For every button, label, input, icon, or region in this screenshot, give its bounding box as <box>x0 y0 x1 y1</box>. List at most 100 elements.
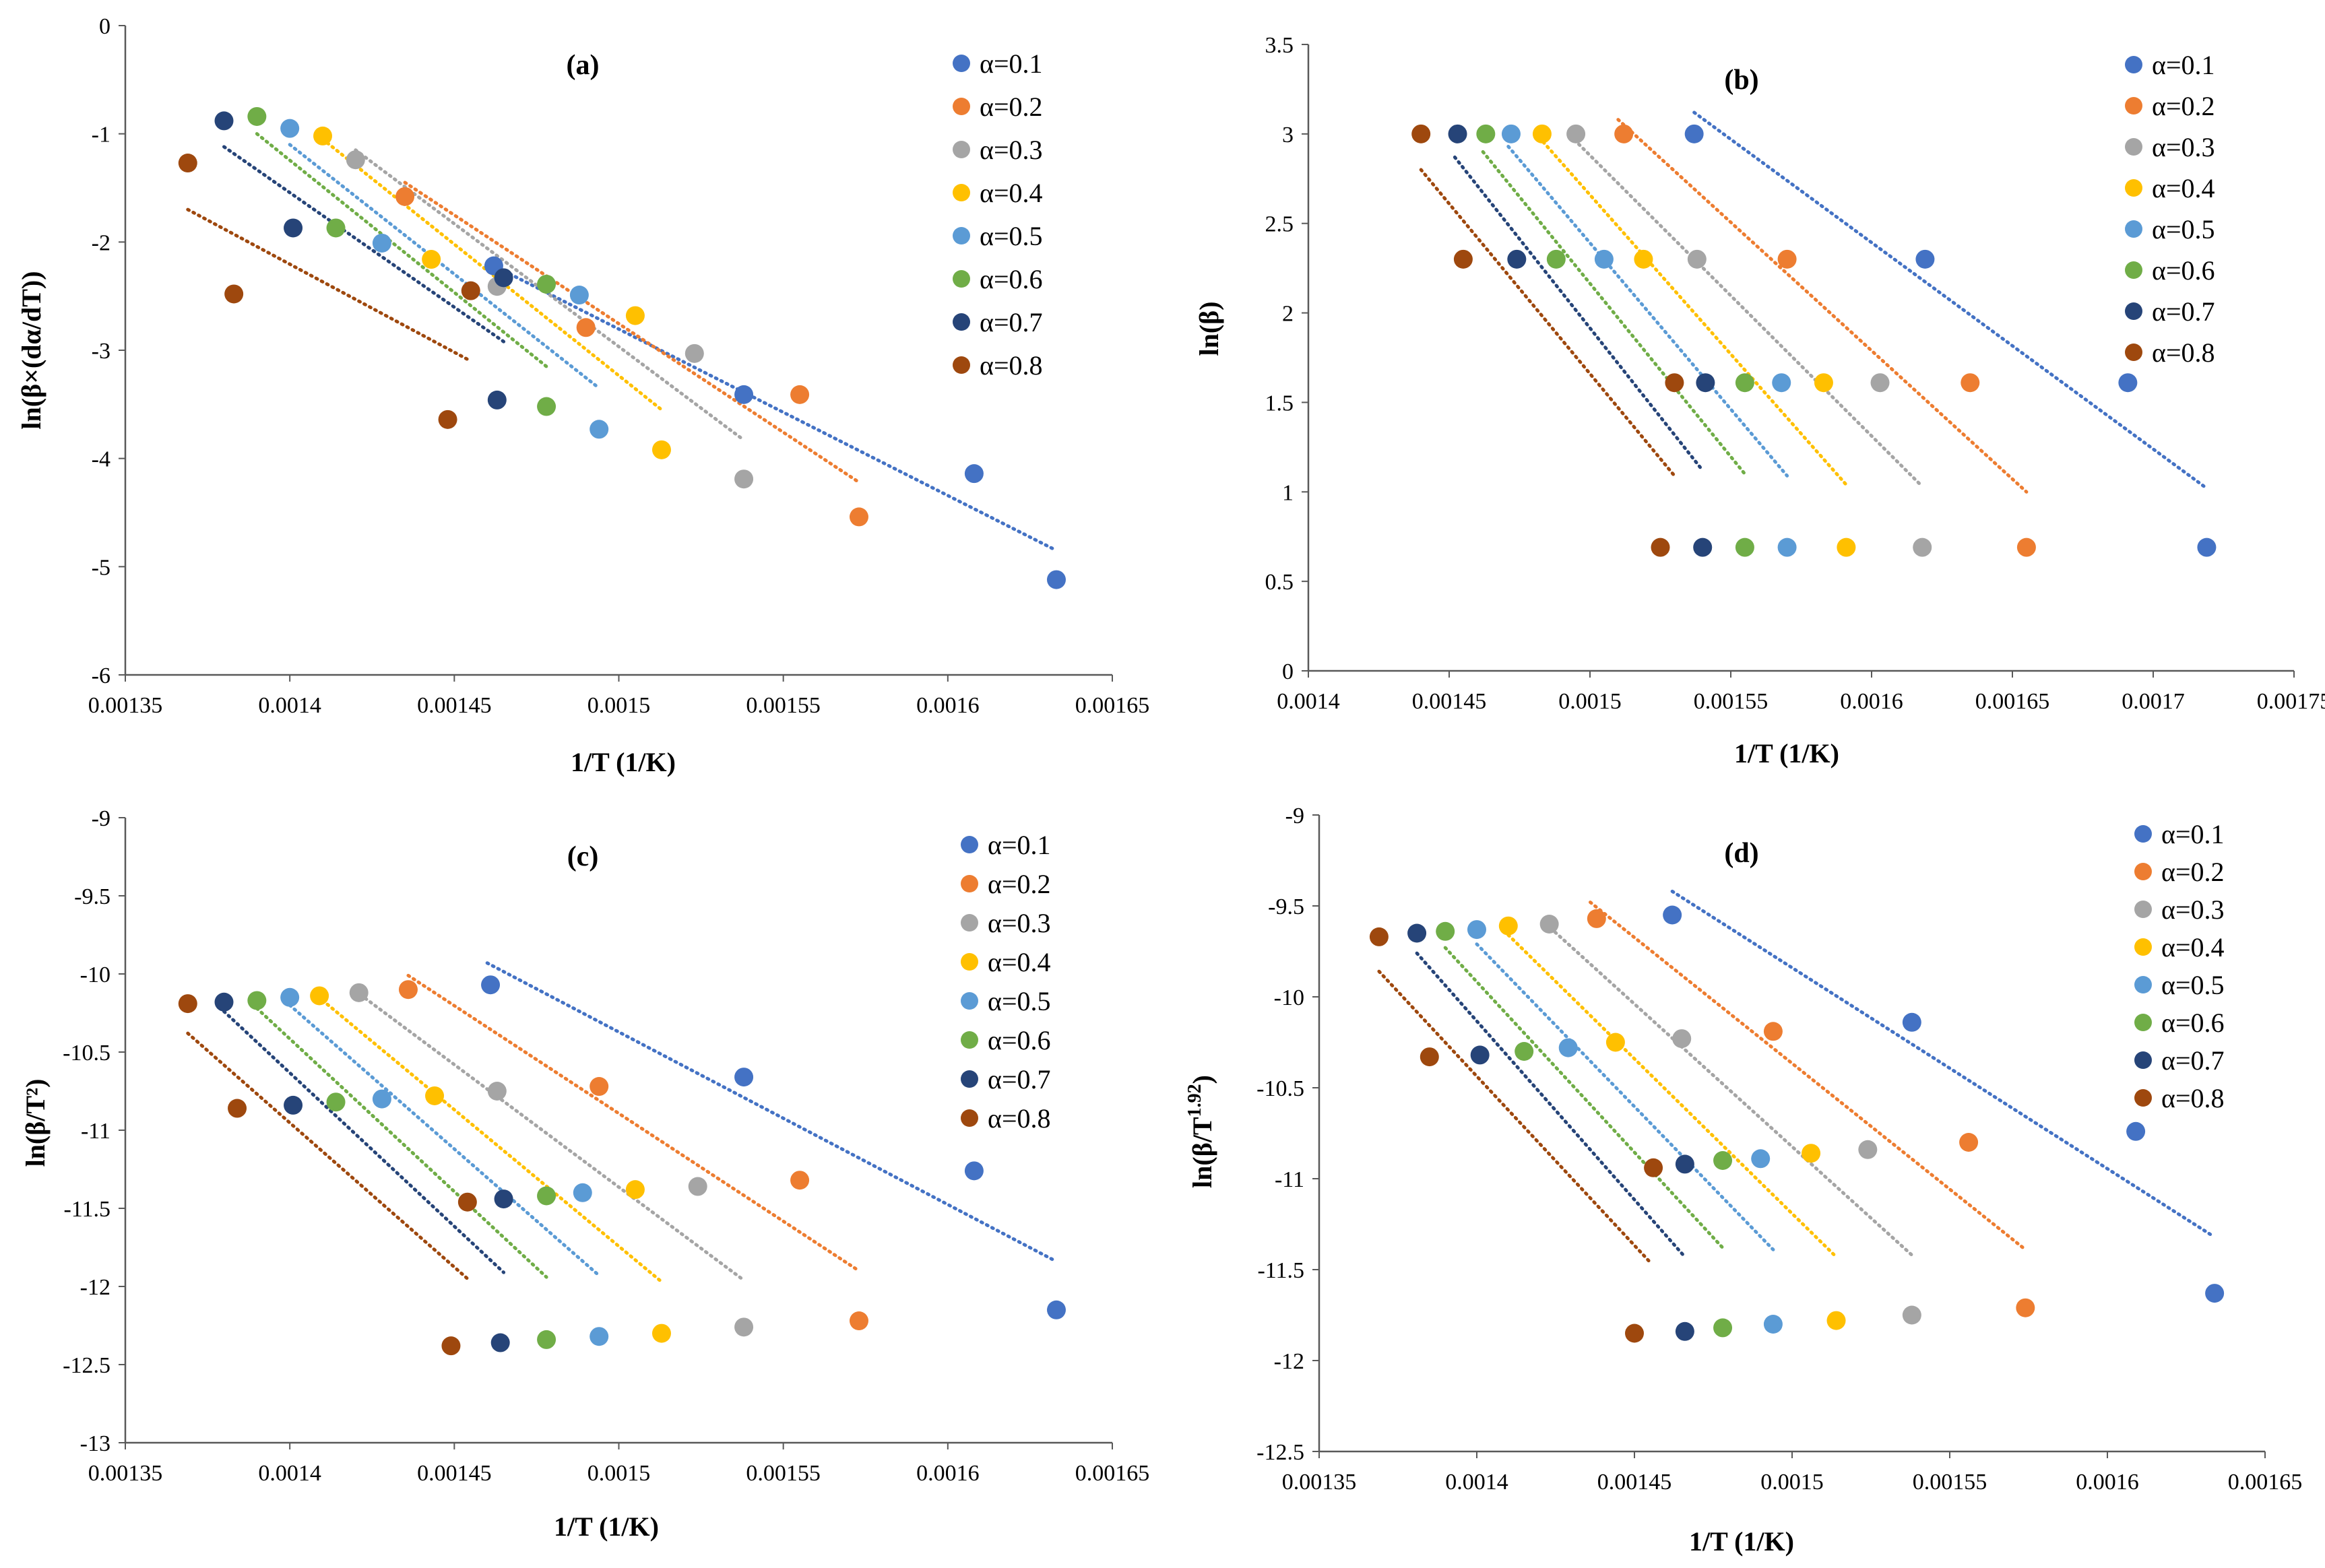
legend-marker-a0.2 <box>961 875 978 892</box>
legend-a-label: α=0.7 <box>980 307 1043 337</box>
trendline-a0.3 <box>354 148 746 442</box>
data-point-a0.5 <box>1594 249 1614 269</box>
data-point-a0.4 <box>313 126 332 145</box>
panel-d-xlabel: 1/T (1/K) <box>1689 1526 1794 1557</box>
legend-b-label: α=0.3 <box>2152 132 2215 162</box>
x-tick-label: 0.0016 <box>1840 689 1903 714</box>
trendline-a0.3 <box>354 989 746 1282</box>
panel-d-ylabel-sup: 1.92 <box>1184 1084 1205 1117</box>
data-point-a0.6 <box>1546 249 1566 269</box>
data-point-a0.3 <box>349 983 369 1002</box>
y-tick-label: 3 <box>1282 123 1294 148</box>
legend-a-label: α=0.6 <box>980 264 1043 294</box>
panel-d-legend: α=0.1 α=0.2 α=0.3 α=0.4 α=0.5 α=0.6 α=0.… <box>2161 819 2225 1113</box>
data-point-a0.5 <box>280 119 300 138</box>
data-point-a0.7 <box>1675 1321 1694 1341</box>
data-point-a0.8 <box>1665 373 1684 393</box>
trendline-a0.7 <box>1453 155 1705 472</box>
data-point-a0.7 <box>494 268 513 288</box>
trendline-a0.8 <box>186 207 473 363</box>
data-point-a0.5 <box>1751 1149 1771 1169</box>
legend-b-label: α=0.2 <box>2152 91 2215 121</box>
data-point-a0.3 <box>1902 1305 1921 1325</box>
panel-c-legend: α=0.1 α=0.2 α=0.3 α=0.4 α=0.5 α=0.6 α=0.… <box>988 830 1051 1134</box>
legend-marker-a0.5 <box>2134 976 2152 993</box>
legend-marker-a0.4 <box>953 184 970 201</box>
data-point-a0.4 <box>1498 916 1518 936</box>
legend-d-label: α=0.6 <box>2161 1008 2225 1038</box>
legend-marker-a0.6 <box>2134 1014 2152 1031</box>
data-point-a0.6 <box>1735 537 1754 557</box>
panel-c-tag: (c) <box>567 841 599 872</box>
trendline-a0.2 <box>403 181 861 484</box>
legend-d-label: α=0.3 <box>2161 894 2225 925</box>
y-tick-label: -6 <box>92 663 110 688</box>
trendline-a0.5 <box>288 143 601 390</box>
data-point-a0.1 <box>1684 124 1704 143</box>
legend-marker-a0.6 <box>953 270 970 288</box>
data-point-a0.4 <box>1837 537 1856 557</box>
legend-d-label: α=0.2 <box>2161 857 2225 887</box>
legend-b-label: α=0.5 <box>2152 214 2215 244</box>
data-point-a0.6 <box>1476 124 1496 143</box>
data-point-a0.3 <box>1870 373 1890 393</box>
panel-d-marks: 0.00135 0.0014 0.00145 0.0015 0.00155 0.0016 0… <box>1256 804 2302 1495</box>
y-tick-label: -5 <box>92 555 110 580</box>
trendline-a0.6 <box>255 1006 548 1279</box>
y-tick-label: -13 <box>80 1431 110 1456</box>
data-point-a0.2 <box>395 187 415 206</box>
data-point-a0.5 <box>569 286 589 305</box>
data-point-a0.1 <box>2205 1284 2225 1303</box>
trendline-a0.8 <box>186 1031 470 1280</box>
y-tick-label: -10.5 <box>1256 1076 1304 1101</box>
y-tick-label: -11 <box>81 1119 110 1144</box>
y-tick-label: -10 <box>1274 985 1304 1010</box>
data-point-a0.7 <box>1675 1154 1694 1174</box>
x-tick-label: 0.00155 <box>1913 1470 1987 1495</box>
y-tick-label: -12.5 <box>1256 1440 1304 1465</box>
data-point-a0.8 <box>441 1336 461 1356</box>
trendline-a0.1 <box>492 264 1058 552</box>
y-tick-label: -12 <box>80 1275 110 1300</box>
legend-marker-a0.7 <box>2134 1051 2152 1069</box>
data-point-a0.6 <box>1735 373 1754 393</box>
panel-a-ylabel: ln(β×(dα/dT)) <box>16 271 46 429</box>
legend-b-label: α=0.1 <box>2152 50 2215 80</box>
legend-b-label: α=0.4 <box>2152 173 2215 203</box>
data-point-a0.8 <box>457 1192 477 1212</box>
legend-d-label: α=0.7 <box>2161 1045 2225 1076</box>
data-point-a0.5 <box>1763 1315 1783 1334</box>
data-point-a0.2 <box>1763 1022 1783 1041</box>
data-point-a0.6 <box>1713 1318 1733 1338</box>
x-tick-label: 0.0016 <box>916 1461 980 1486</box>
y-tick-label: -2 <box>92 230 110 255</box>
legend-marker-a0.4 <box>2134 938 2152 956</box>
data-point-a0.4 <box>422 250 441 269</box>
trendline-a0.5 <box>1475 942 1775 1251</box>
y-tick-label: -4 <box>92 447 110 472</box>
data-point-a0.6 <box>326 218 346 238</box>
data-point-a0.4 <box>1634 249 1653 269</box>
legend-c-label: α=0.6 <box>988 1025 1051 1055</box>
data-point-a0.5 <box>1777 537 1797 557</box>
data-point-a0.2 <box>790 1171 810 1190</box>
x-tick-label: 0.00135 <box>88 693 163 718</box>
legend-marker-a0.4 <box>2125 179 2142 197</box>
x-tick-label: 0.0016 <box>916 693 980 718</box>
data-point-a0.1 <box>964 1161 984 1181</box>
data-point-a0.7 <box>214 992 234 1012</box>
panel-b-legend: α=0.1 α=0.2 α=0.3 α=0.4 α=0.5 α=0.6 α=0.… <box>2152 50 2215 368</box>
legend-marker-a0.8 <box>2125 344 2142 361</box>
trendline-a0.4 <box>1506 933 1839 1259</box>
data-point-a0.8 <box>1453 249 1473 269</box>
data-point-a0.4 <box>1532 124 1552 143</box>
data-point-a0.6 <box>1515 1042 1534 1061</box>
data-point-a0.5 <box>590 420 609 439</box>
trendline-a0.6 <box>1481 150 1747 476</box>
data-point-a0.5 <box>1558 1038 1578 1057</box>
x-tick-label: 0.00145 <box>417 693 492 718</box>
x-tick-label: 0.00165 <box>1075 693 1150 718</box>
data-point-a0.5 <box>372 233 391 253</box>
data-point-a0.8 <box>1644 1158 1663 1177</box>
data-point-a0.6 <box>537 397 556 416</box>
